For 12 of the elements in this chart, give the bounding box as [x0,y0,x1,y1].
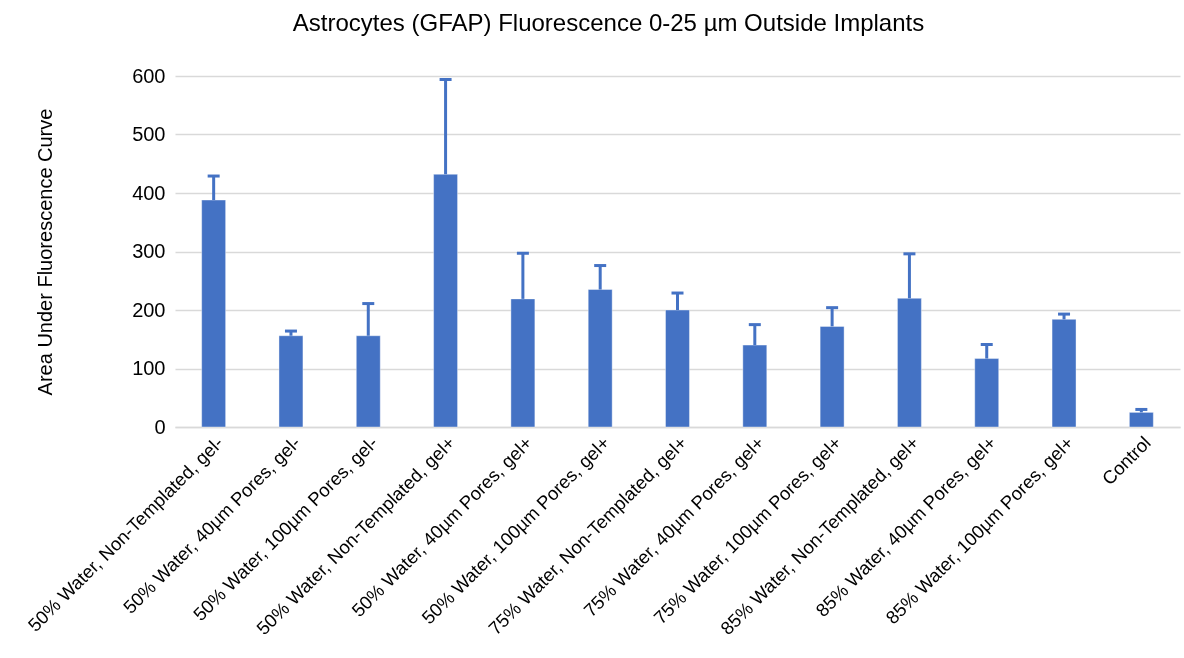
y-tick-label: 500 [132,123,166,145]
bar [1051,318,1077,428]
y-tick-label: 0 [154,415,166,438]
y-tick-label: 300 [132,240,166,262]
y-axis-title: Area Under Fluorescence Curve [34,108,57,396]
y-tick-label: 100 [132,357,166,379]
y-tick-label: 400 [132,181,166,204]
chart-title: Astrocytes (GFAP) Fluorescence 0-25 µm Outside Implants [292,9,925,36]
y-tick-label: 200 [132,298,166,321]
y-tick-label: 600 [132,64,166,87]
bar [1128,411,1154,428]
bar [278,335,304,428]
